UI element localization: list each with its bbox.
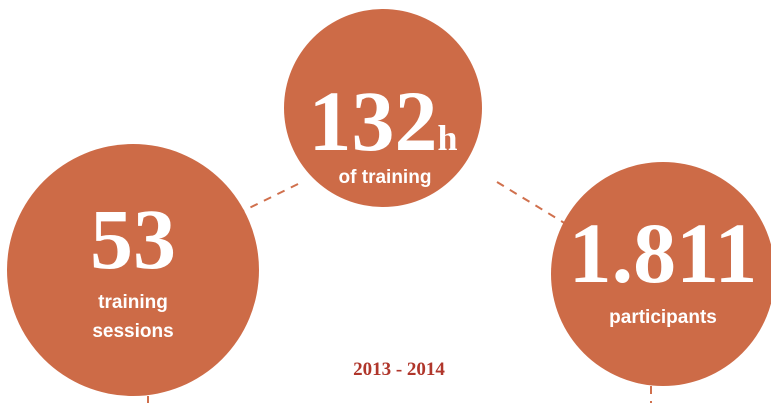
stat-circle	[7, 144, 259, 396]
stat-label: sessions	[92, 321, 173, 342]
stat-value: 132h	[308, 73, 457, 169]
stat-unit: h	[437, 118, 457, 158]
stat-circle	[284, 9, 482, 207]
period: 2013 - 2014	[353, 359, 445, 380]
stat-label: participants	[609, 307, 717, 328]
stat-value: 53	[90, 191, 176, 287]
stat-value: 1.811	[569, 205, 758, 301]
stat-label: of training	[339, 167, 432, 188]
stat-circle	[551, 162, 771, 386]
stat-label: training	[98, 292, 168, 313]
stat-number: 132	[308, 73, 437, 169]
connector	[236, 182, 301, 215]
connector	[496, 181, 567, 225]
